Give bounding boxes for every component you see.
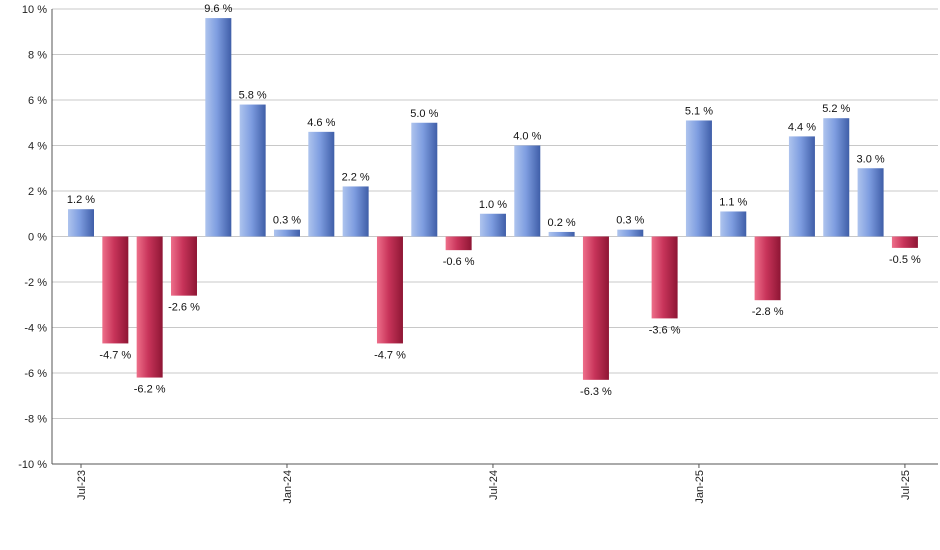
bar-2023-07 (68, 209, 94, 237)
data-label-2025-07: -0.5 % (889, 254, 921, 266)
bar-2025-04 (788, 136, 815, 237)
y-tick-label: 0 % (28, 232, 47, 244)
data-label-2024-07: 1.0 % (479, 199, 507, 211)
bar-2024-02 (308, 131, 335, 237)
bar-2024-04 (376, 236, 403, 344)
x-tick-label: Jan-24 (282, 470, 294, 504)
data-label-2024-09: 0.2 % (548, 217, 576, 229)
data-label-2023-12: 5.8 % (239, 90, 267, 102)
y-tick-label: -10 % (18, 459, 47, 471)
data-label-2025-04: 4.4 % (788, 121, 816, 133)
data-label-2024-08: 4.0 % (513, 131, 541, 143)
bar-2025-07 (891, 236, 918, 248)
data-label-2023-07: 1.2 % (67, 194, 95, 206)
data-label-2025-02: 1.1 % (719, 196, 747, 208)
y-tick-label: 4 % (28, 141, 47, 153)
data-label-2025-01: 5.1 % (685, 105, 713, 117)
x-tick-label: Jan-25 (694, 470, 706, 504)
data-label-2025-05: 5.2 % (822, 103, 850, 115)
x-tick-label: Jul-25 (900, 470, 912, 500)
y-tick-label: -8 % (24, 414, 47, 426)
bar-2024-01 (273, 229, 300, 237)
data-label-2024-06: -0.6 % (443, 256, 475, 268)
axes (51, 9, 938, 468)
data-labels: 1.2 % -4.7 % -6.2 % -2.6 % 9.6 % 5.8 % 0.3 % 4.… (67, 3, 921, 398)
data-label-2025-06: 3.0 % (857, 153, 885, 165)
bar-2025-02 (720, 211, 747, 237)
y-tick-labels: 10 % 8 % 6 % 4 % 2 % 0 % -2 % -4 % -6 % -8 % -10 % (18, 4, 47, 471)
data-label-2024-01: 0.3 % (273, 215, 301, 227)
x-tick-label: Jul-24 (488, 470, 500, 500)
y-tick-label: 8 % (28, 50, 47, 62)
data-label-2024-05: 5.0 % (410, 108, 438, 120)
bar-2024-06 (445, 236, 472, 251)
bar-2024-08 (514, 145, 541, 237)
bar-2023-09 (136, 236, 163, 378)
bar-2024-12 (651, 236, 678, 319)
bar-2023-11 (205, 18, 232, 237)
bar-2024-09 (548, 231, 575, 237)
data-label-2024-02: 4.6 % (307, 117, 335, 129)
bar-2024-03 (342, 186, 369, 237)
data-label-2024-10: -6.3 % (580, 386, 612, 398)
bar-2023-08 (102, 236, 129, 344)
data-label-2024-04: -4.7 % (374, 349, 406, 361)
bar-2023-12 (239, 104, 266, 237)
data-label-2023-08: -4.7 % (99, 349, 131, 361)
bar-2025-01 (685, 120, 712, 237)
y-tick-label: -6 % (24, 368, 47, 380)
bar-2025-06 (857, 168, 884, 237)
data-label-2023-09: -6.2 % (134, 384, 166, 396)
bar-2024-10 (582, 236, 609, 380)
data-label-2024-03: 2.2 % (342, 171, 370, 183)
x-tick-label: Jul-23 (76, 470, 88, 500)
y-tick-label: -4 % (24, 323, 47, 335)
y-tick-label: -2 % (24, 277, 47, 289)
data-label-2024-12: -3.6 % (649, 324, 681, 336)
bars (68, 18, 918, 380)
x-tick-labels: Jul-23 Jan-24 Jul-24 Jan-25 Jul-25 (76, 470, 912, 504)
bar-2024-07 (479, 213, 506, 237)
data-label-2023-10: -2.6 % (168, 302, 200, 314)
data-label-2024-11: 0.3 % (616, 215, 644, 227)
y-tick-label: 2 % (28, 186, 47, 198)
bar-2025-05 (823, 118, 850, 237)
y-tick-label: 6 % (28, 95, 47, 107)
data-label-2025-03: -2.8 % (752, 306, 784, 318)
y-tick-label: 10 % (22, 4, 47, 16)
bar-2024-05 (411, 122, 438, 237)
bar-2025-03 (754, 236, 781, 301)
bar-2024-11 (617, 229, 644, 237)
bar-2023-10 (170, 236, 197, 296)
data-label-2023-11: 9.6 % (204, 3, 232, 15)
